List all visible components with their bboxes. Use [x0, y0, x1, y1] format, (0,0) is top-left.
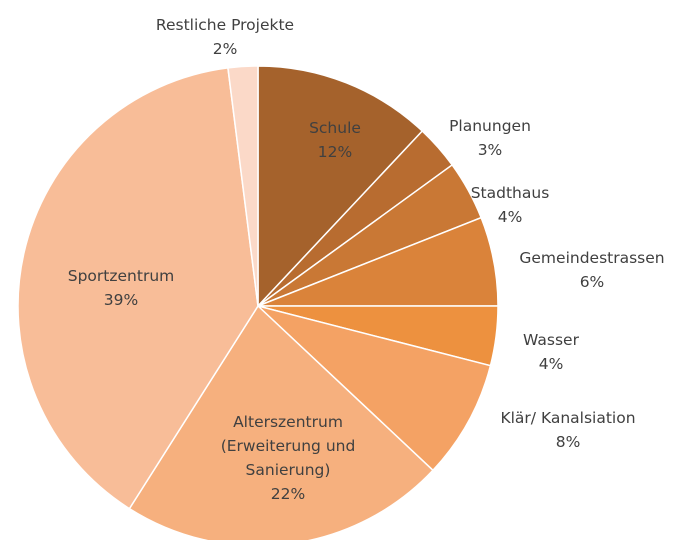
value-label: 39%: [103, 291, 139, 309]
category-label: Stadthaus: [470, 184, 550, 202]
slice-label: Restliche Projekte 2%: [156, 13, 294, 61]
category-label: Sportzentrum: [67, 267, 175, 285]
slice-label: Wasser 4%: [523, 328, 579, 376]
slice-label: Sportzentrum 39%: [68, 264, 174, 312]
value-label: 2%: [212, 40, 238, 58]
category-label: Klär/ Kanalsiation: [500, 409, 636, 427]
category-label: Wasser: [523, 331, 579, 349]
category-label: Schule: [309, 119, 361, 137]
slice-label: Stadthaus 4%: [471, 181, 550, 229]
value-label: 4%: [497, 208, 523, 226]
pie-slice: [257, 305, 492, 472]
value-label: 12%: [317, 143, 353, 161]
value-label: 8%: [555, 433, 581, 451]
slice-label: Planungen 3%: [449, 114, 531, 162]
pie-slice: [227, 65, 259, 307]
slice-label: Klär/ Kanalsiation 8%: [500, 406, 635, 454]
category-label: Planungen: [449, 117, 531, 135]
category-label: Restliche Projekte: [155, 16, 295, 34]
pie-slice: [257, 65, 424, 308]
value-label: 3%: [477, 141, 503, 159]
slice-label: Alterszentrum (Erweiterung und Sanierung…: [208, 410, 368, 506]
slice-label: Gemeindestrassen 6%: [519, 246, 664, 294]
value-label: 22%: [270, 485, 306, 503]
slice-label: Schule 12%: [309, 116, 361, 164]
category-label: Gemeindestrassen: [519, 249, 665, 267]
pie-slice: [128, 304, 435, 540]
category-label: Alterszentrum (Erweiterung und Sanierung…: [220, 413, 356, 479]
value-label: 6%: [579, 273, 605, 291]
pie-slice: [17, 67, 259, 510]
value-label: 4%: [538, 355, 564, 373]
